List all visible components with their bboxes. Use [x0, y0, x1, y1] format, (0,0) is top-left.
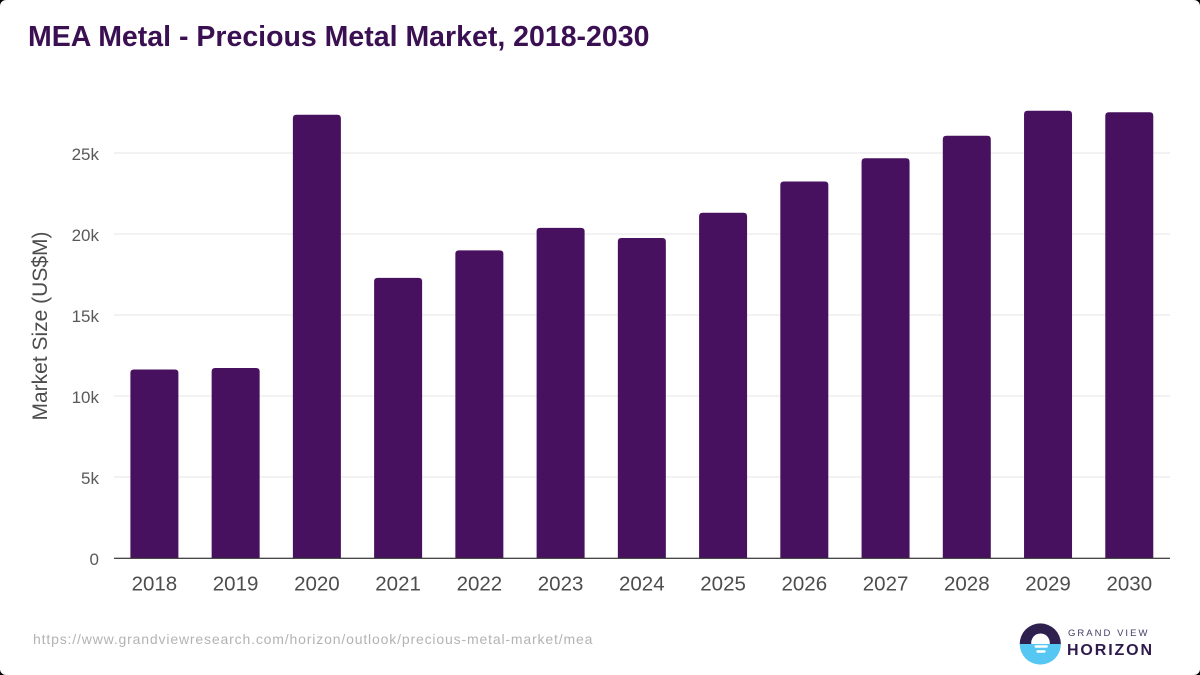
svg-text:25k: 25k — [72, 145, 100, 164]
svg-text:2021: 2021 — [375, 573, 421, 596]
svg-text:2020: 2020 — [294, 573, 340, 596]
svg-text:10k: 10k — [72, 388, 100, 407]
svg-text:2022: 2022 — [457, 573, 503, 596]
svg-text:2030: 2030 — [1106, 573, 1152, 596]
svg-text:2027: 2027 — [863, 573, 909, 596]
svg-text:2019: 2019 — [213, 573, 259, 596]
svg-text:2024: 2024 — [619, 573, 665, 596]
svg-text:2029: 2029 — [1025, 573, 1071, 596]
svg-text:2025: 2025 — [700, 573, 746, 596]
svg-text:Market Size (US$M): Market Size (US$M) — [29, 231, 52, 420]
svg-text:2026: 2026 — [781, 573, 827, 596]
svg-text:0: 0 — [90, 550, 99, 569]
svg-text:20k: 20k — [72, 226, 100, 245]
svg-text:2028: 2028 — [944, 573, 990, 596]
svg-text:15k: 15k — [72, 307, 100, 326]
svg-text:5k: 5k — [81, 469, 99, 488]
svg-text:2018: 2018 — [132, 573, 178, 596]
svg-text:2023: 2023 — [538, 573, 584, 596]
